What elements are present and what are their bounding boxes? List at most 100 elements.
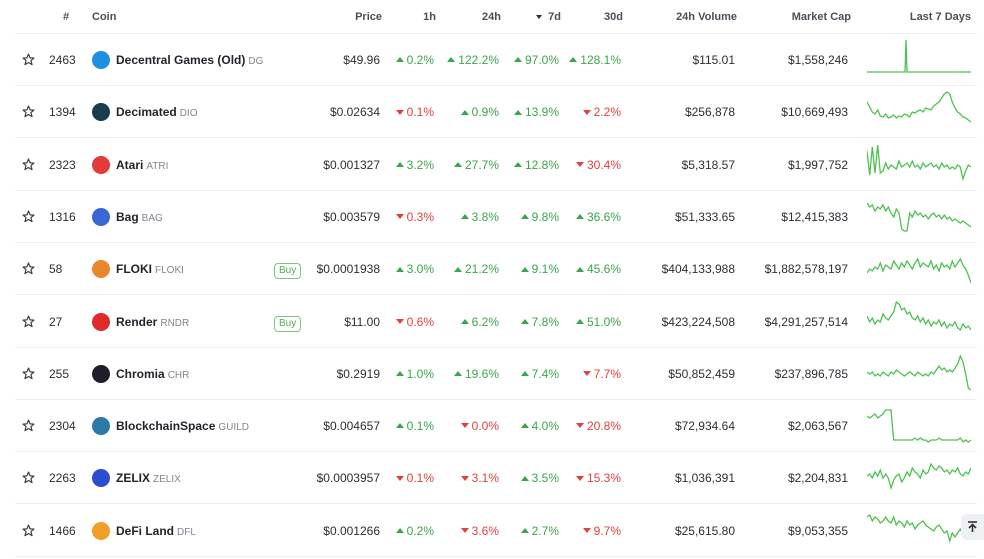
- coin-price: $0.001266: [323, 523, 380, 538]
- table-row[interactable]: 27 Render RNDR Buy $11.00 0.6% 6.2% 7.8% …: [0, 296, 984, 348]
- sparkline-chart: [867, 513, 971, 543]
- caret-down-icon: [460, 475, 469, 481]
- header-price[interactable]: Price: [355, 11, 382, 23]
- caret-up-icon: [569, 57, 578, 63]
- coin-name[interactable]: Decentral Games (Old): [116, 53, 246, 67]
- sparkline-path: [867, 39, 971, 73]
- coin-name[interactable]: Atari: [116, 157, 144, 172]
- coin-price: $0.2919: [336, 366, 380, 381]
- coin-name-link[interactable]: BlockchainSpace GUILD: [116, 400, 249, 452]
- row-divider: [15, 85, 977, 86]
- caret-up-icon: [395, 57, 404, 63]
- favorite-star-button[interactable]: [22, 139, 36, 191]
- caret-up-icon: [395, 528, 404, 534]
- table-row[interactable]: 1316 Bag BAG $0.003579 0.3% 3.8% 9.8% 36.…: [0, 191, 984, 243]
- table-row[interactable]: 1394 Decimated DIO $0.02634 0.1% 0.9% 13.…: [0, 86, 984, 139]
- change-d7: 12.8%: [513, 139, 559, 191]
- favorite-star-button[interactable]: [22, 452, 36, 504]
- caret-up-icon: [520, 475, 529, 481]
- table-row[interactable]: 2323 Atari ATRI $0.001327 3.2% 27.7% 12.8…: [0, 139, 984, 191]
- coin-name-link[interactable]: Decentral Games (Old) DG: [116, 34, 263, 86]
- change-d7: 4.0%: [520, 400, 559, 452]
- favorite-star-button[interactable]: [22, 243, 36, 295]
- table-row[interactable]: 2304 BlockchainSpace GUILD $0.004657 0.1%…: [0, 400, 984, 453]
- coin-name-link[interactable]: Render RNDR: [116, 296, 189, 348]
- table-row[interactable]: 255 Chromia CHR $0.2919 1.0% 19.6% 7.4% 7…: [0, 348, 984, 400]
- header-coin[interactable]: Coin: [92, 11, 117, 23]
- header-30d[interactable]: 30d: [604, 11, 623, 23]
- change-d30: 15.3%: [575, 452, 621, 504]
- coin-name[interactable]: Bag: [116, 209, 139, 224]
- header-24h[interactable]: 24h: [482, 11, 501, 23]
- table-row[interactable]: 58 FLOKI FLOKI Buy $0.0001938 3.0% 21.2% …: [0, 243, 984, 296]
- coin-name-link[interactable]: Atari ATRI: [116, 139, 168, 191]
- favorite-star-button[interactable]: [22, 505, 36, 557]
- buy-button[interactable]: Buy: [274, 296, 302, 348]
- buy-button[interactable]: Buy: [274, 243, 302, 295]
- chromia-logo-icon: [92, 348, 110, 400]
- coin-name[interactable]: Decimated: [116, 105, 177, 120]
- coin-name-link[interactable]: Decimated DIO: [116, 86, 197, 138]
- sparkline-chart: [867, 91, 971, 123]
- caret-down-icon: [575, 475, 584, 481]
- star-icon: [22, 158, 35, 170]
- change-d30: 2.2%: [582, 86, 621, 138]
- dio-logo-icon: [92, 86, 110, 138]
- change-d30: 51.0%: [575, 296, 621, 348]
- favorite-star-button[interactable]: [22, 348, 36, 400]
- favorite-star-button[interactable]: [22, 400, 36, 452]
- coin-name[interactable]: BlockchainSpace: [116, 419, 216, 434]
- row-divider: [15, 137, 977, 139]
- scroll-to-top-button[interactable]: [961, 514, 984, 540]
- caret-up-icon: [453, 266, 462, 272]
- coin-name-link[interactable]: Bag BAG: [116, 191, 163, 243]
- coin-name-link[interactable]: Chromia CHR: [116, 348, 189, 400]
- coin-name-link[interactable]: DeFi Land DFL: [116, 505, 196, 557]
- coin-price: $11.00: [344, 314, 380, 329]
- coin-price: $0.003579: [323, 209, 380, 224]
- table-row[interactable]: 2463 Decentral Games (Old) DG $49.96 0.2%…: [0, 34, 984, 86]
- caret-up-icon: [453, 371, 462, 377]
- header-volume[interactable]: 24h Volume: [676, 11, 737, 23]
- coin-rank: 1316: [49, 209, 76, 224]
- favorite-star-button[interactable]: [22, 191, 36, 243]
- change-h1: 0.1%: [395, 452, 434, 504]
- favorite-star-button[interactable]: [22, 296, 36, 348]
- caret-up-icon: [513, 109, 522, 115]
- volume-24h: $423,224,508: [661, 314, 735, 329]
- coin-symbol: DG: [248, 56, 264, 67]
- sparkline-path: [867, 353, 971, 391]
- table-row[interactable]: 1466 DeFi Land DFL $0.001266 0.2% 3.6% 2.…: [0, 505, 984, 557]
- coin-symbol: DFL: [177, 526, 196, 538]
- caret-up-icon: [575, 266, 584, 272]
- coin-name[interactable]: Chromia: [116, 366, 165, 381]
- caret-up-icon: [520, 214, 529, 220]
- coin-symbol: FLOKI: [155, 265, 184, 277]
- coin-price: $0.001327: [323, 157, 380, 172]
- coin-name[interactable]: Render: [116, 314, 158, 329]
- guild-logo-icon: [92, 400, 110, 452]
- change-d30: 36.6%: [575, 191, 621, 243]
- caret-down-icon: [460, 423, 469, 429]
- coin-name[interactable]: DeFi Land: [116, 523, 175, 538]
- caret-up-icon: [460, 214, 469, 220]
- coin-name-link[interactable]: FLOKI FLOKI: [116, 243, 184, 295]
- market-cap: $1,997,752: [787, 157, 848, 172]
- change-h24: 0.9%: [460, 86, 499, 138]
- header-7d[interactable]: 7d: [536, 11, 561, 23]
- header-1h[interactable]: 1h: [423, 11, 436, 23]
- coin-name[interactable]: FLOKI: [116, 262, 152, 277]
- change-d7: 9.8%: [520, 191, 559, 243]
- coin-name[interactable]: ZELIX: [116, 471, 151, 486]
- favorite-star-button[interactable]: [22, 34, 36, 86]
- change-h1: 0.2%: [395, 34, 434, 86]
- header-last-7-days: Last 7 Days: [909, 11, 971, 23]
- favorite-star-button[interactable]: [22, 86, 36, 138]
- sparkline-chart: [867, 144, 971, 181]
- coin-symbol: ATRI: [146, 160, 169, 172]
- table-row[interactable]: 2263 ZELIX ZELIX $0.0003957 0.1% 3.1% 3.5…: [0, 452, 984, 505]
- caret-up-icon: [513, 161, 522, 167]
- header-market-cap[interactable]: Market Cap: [791, 11, 851, 23]
- header-rank[interactable]: #: [63, 11, 70, 23]
- coin-name-link[interactable]: ZELIX ZELIX: [116, 452, 181, 504]
